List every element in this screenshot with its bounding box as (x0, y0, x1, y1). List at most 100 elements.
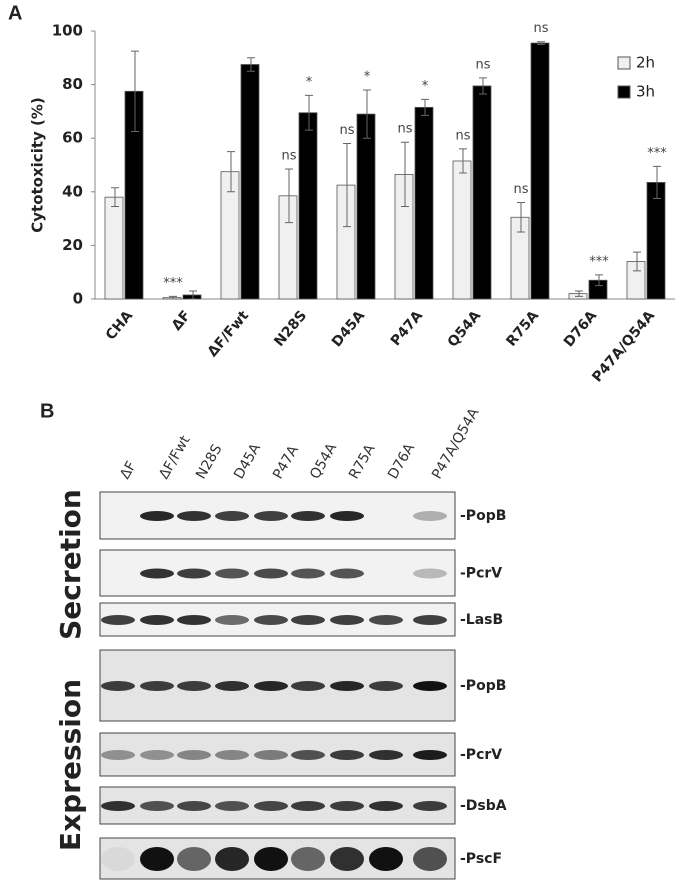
lane-label: ΔF (117, 459, 140, 482)
blot-band (413, 801, 447, 811)
bar (182, 294, 202, 300)
significance-label: *** (647, 146, 667, 161)
group-label: Expression (54, 679, 87, 851)
x-tick-label: D76A (561, 308, 600, 351)
row-label: -PcrV (460, 747, 502, 763)
x-tick-label: N28S (271, 308, 310, 350)
blot-band (215, 511, 249, 521)
error-bar (305, 94, 313, 131)
blot-band (291, 750, 325, 760)
blot-band (177, 511, 211, 521)
blot-band (413, 568, 447, 579)
blot-band (291, 847, 325, 871)
blot-band (291, 681, 325, 691)
bar (278, 195, 298, 300)
significance-label: ns (397, 122, 412, 137)
lane-label: D76A (385, 441, 418, 482)
blot-band (140, 801, 174, 811)
row-label: -PopB (460, 678, 506, 694)
bar (336, 184, 356, 300)
error-bar (285, 168, 293, 224)
lane-label: ΔF/Fwt (156, 433, 194, 482)
blot-band (140, 511, 174, 521)
blot-band (330, 847, 364, 871)
bar (298, 112, 318, 300)
significance-label: ns (455, 128, 470, 143)
bar (626, 261, 646, 300)
lane-label: Q54A (307, 440, 340, 482)
y-tick-label: 40 (62, 182, 83, 200)
row-label: -PcrV (460, 566, 502, 582)
blot-band (330, 568, 364, 579)
blot-band (140, 750, 174, 760)
blot-band (254, 681, 288, 691)
blot-band (101, 750, 135, 760)
blot-band (140, 568, 174, 579)
blot-band (177, 847, 211, 871)
blot-band (254, 568, 288, 579)
bar (510, 216, 530, 300)
blot-band (215, 615, 249, 625)
significance-label: * (306, 75, 313, 90)
blot-band (330, 750, 364, 760)
error-bar (363, 89, 371, 139)
row-label: -PopB (460, 508, 506, 524)
x-tick-label: ΔF (169, 308, 194, 334)
error-bar (131, 50, 139, 132)
blot-band (291, 511, 325, 521)
legend-label: 2h (636, 54, 655, 72)
significance-label: ns (339, 123, 354, 138)
significance-label: * (422, 79, 429, 94)
bar (588, 279, 608, 300)
error-bar (111, 187, 119, 208)
blot-band (140, 615, 174, 625)
error-bar (227, 151, 235, 193)
blot-band (413, 615, 447, 625)
blot-band (140, 681, 174, 691)
blot-band (254, 511, 288, 521)
panel-label: A (8, 2, 22, 24)
blot-band (413, 511, 447, 521)
error-bar (633, 251, 641, 272)
significance-label: ns (475, 57, 490, 72)
error-bar (421, 98, 429, 116)
blot-band (330, 681, 364, 691)
bar (394, 173, 414, 300)
bar (646, 182, 666, 300)
bar (356, 113, 376, 300)
blot-band (101, 801, 135, 811)
x-tick-label: ΔF/Fwt (205, 308, 253, 360)
error-bar (595, 274, 603, 287)
lane-label: R75A (346, 441, 379, 482)
blot-band (369, 847, 403, 871)
legend-label: 3h (636, 83, 655, 101)
blot-band (215, 750, 249, 760)
bar (452, 160, 472, 300)
lane-label: D45A (231, 441, 264, 482)
blot-band (101, 615, 135, 625)
y-tick-label: 60 (62, 129, 83, 147)
y-axis-label: Cytotoxicity (%) (29, 97, 47, 233)
blot-band (177, 750, 211, 760)
bar (240, 64, 260, 300)
blot-band (254, 801, 288, 811)
y-tick-label: 80 (62, 75, 83, 93)
x-tick-label: P47A/Q54A (589, 308, 658, 386)
bar (472, 85, 492, 300)
row-label: -PscF (460, 851, 502, 867)
x-tick-label: P47A (388, 308, 426, 349)
error-bar (575, 290, 583, 297)
blot-band (101, 847, 135, 871)
group-label: Secretion (54, 489, 87, 640)
error-bar (247, 57, 255, 72)
row-label: -LasB (460, 612, 503, 628)
blot-band (291, 801, 325, 811)
error-bar (537, 41, 545, 45)
blot-band (215, 681, 249, 691)
blot-band (177, 801, 211, 811)
blot-band (177, 615, 211, 625)
error-bar (479, 77, 487, 95)
significance-label: *** (163, 276, 183, 291)
blot-band (254, 615, 288, 625)
